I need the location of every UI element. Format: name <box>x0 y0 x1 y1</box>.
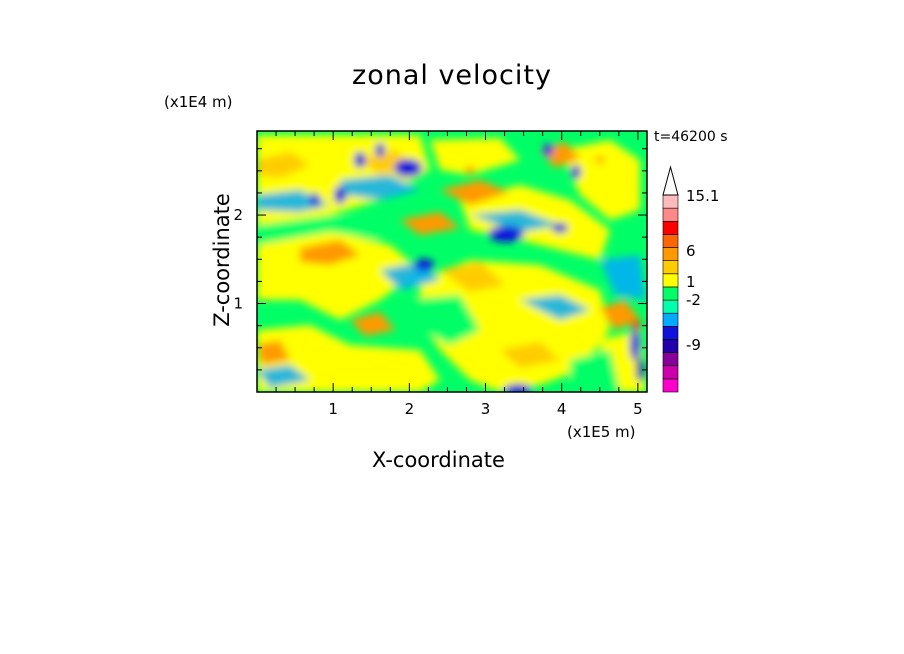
plot-frame <box>256 130 648 393</box>
colorbar-label: 6 <box>686 242 696 260</box>
colorbar-swatch <box>662 273 679 288</box>
colorbar-swatch <box>662 247 679 261</box>
colorbar-swatch <box>662 286 679 301</box>
contour-field <box>257 131 647 392</box>
colorbar-swatch <box>662 234 679 248</box>
colorbar-label: 1 <box>686 273 696 291</box>
colorbar-swatch <box>662 260 679 275</box>
x-tick-label: 4 <box>557 400 567 418</box>
colorbar-swatch <box>662 220 679 235</box>
x-axis-scale-label: (x1E5 m) <box>567 423 636 441</box>
colorbar-swatch <box>662 194 679 209</box>
x-tick-label: 2 <box>405 400 415 418</box>
y-tick-label: 1 <box>233 295 243 313</box>
colorbar-swatch <box>662 326 679 340</box>
y-tick-label: 2 <box>233 206 243 224</box>
x-axis-label: X-coordinate <box>372 448 505 472</box>
colorbar-swatch <box>662 378 679 393</box>
colorbar-label: 15.1 <box>686 187 719 205</box>
colorbar-swatch <box>662 207 679 222</box>
colorbar-swatch <box>662 312 679 327</box>
x-tick-label: 3 <box>481 400 491 418</box>
colorbar-label: -9 <box>686 336 701 354</box>
x-tick-label: 5 <box>633 400 643 418</box>
y-axis-scale-label: (x1E4 m) <box>164 93 233 111</box>
chart-title: zonal velocity <box>352 60 552 91</box>
colorbar-label: -2 <box>686 291 701 309</box>
time-label: t=46200 s <box>654 129 728 145</box>
colorbar-arrow <box>662 165 679 196</box>
colorbar-swatch <box>662 299 679 314</box>
colorbar-swatch <box>662 352 679 367</box>
colorbar-swatch <box>662 339 679 353</box>
x-tick-label: 1 <box>328 400 338 418</box>
colorbar-swatch <box>662 365 679 380</box>
